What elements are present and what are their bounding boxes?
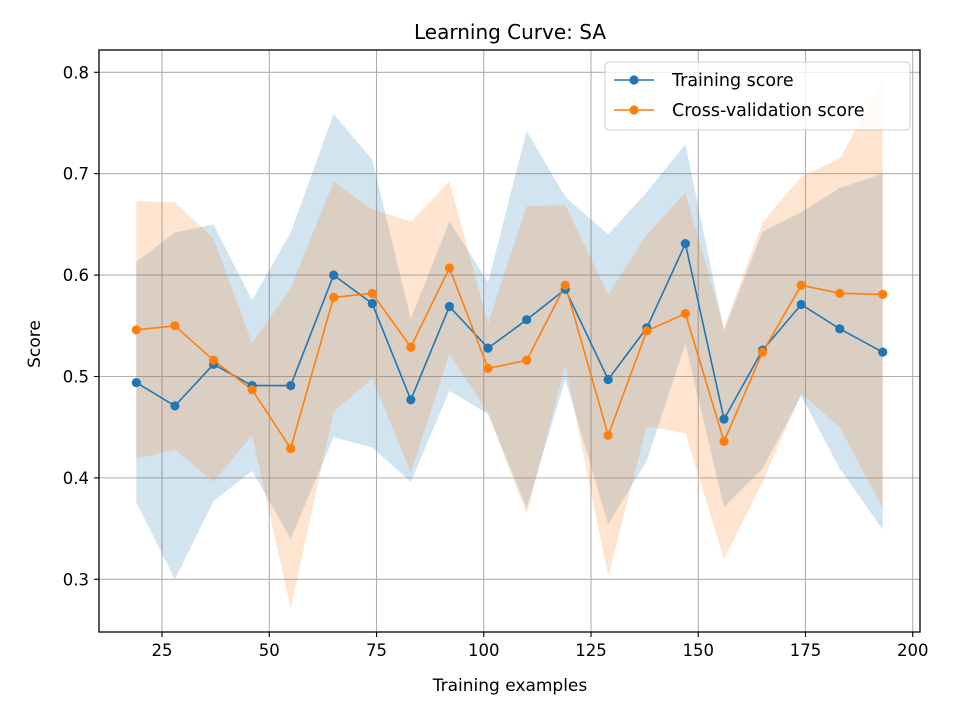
legend-cross-validation-label: Cross-validation score (672, 101, 865, 121)
legend-cross-validation-marker (629, 105, 639, 115)
x-tick-label: 175 (790, 641, 822, 660)
cross-validation-score-point (522, 355, 532, 365)
training-score-band (136, 113, 883, 580)
training-score-point (796, 299, 806, 310)
training-score-point (680, 239, 690, 249)
cross-validation-score-point (642, 326, 652, 336)
legend-training-marker (629, 75, 639, 85)
y-tick-label: 0.4 (63, 469, 89, 488)
x-tick-label: 75 (366, 641, 387, 660)
y-tick-label: 0.5 (63, 367, 89, 386)
series-markers (131, 239, 888, 454)
training-score-point (878, 347, 888, 357)
cross-validation-score-point (329, 292, 339, 303)
x-tick-label: 200 (897, 641, 929, 660)
legend-box (604, 61, 911, 131)
cross-validation-score-point (796, 280, 806, 290)
x-tick-label: 125 (575, 641, 607, 660)
cross-validation-score-point (444, 263, 455, 273)
cross-validation-score-point (719, 436, 729, 446)
cross-validation-score-point (680, 309, 690, 319)
y-axis-label: Score (25, 320, 45, 368)
cross-validation-score-point (603, 430, 613, 440)
cross-validation-score-point (247, 385, 257, 395)
x-tick-label: 150 (682, 641, 714, 660)
cross-validation-score-point (208, 355, 219, 365)
y-axis-ticks: 0.3 0.4 0.5 0.6 0.7 0.8 (63, 63, 99, 589)
training-score-point (329, 270, 339, 280)
cross-validation-score-point (560, 280, 570, 290)
cross-validation-score-point (483, 363, 493, 373)
chart-title: Learning Curve: SA (414, 20, 606, 44)
x-axis-label: Training examples (432, 676, 588, 696)
x-tick-label: 100 (468, 641, 500, 660)
cross-validation-score-line (136, 265, 883, 451)
y-tick-label: 0.3 (63, 570, 89, 589)
training-score-point (835, 324, 845, 334)
cross-validation-score-point (406, 342, 416, 352)
series-lines (135, 241, 884, 451)
x-tick-label: 50 (259, 641, 280, 660)
confidence-bands (136, 80, 883, 609)
training-score-point (522, 315, 532, 325)
legend: Training score Cross-validation score (604, 61, 911, 131)
grid (99, 50, 920, 632)
cross-validation-score-point (835, 288, 845, 298)
training-score-point (170, 401, 180, 411)
y-tick-label: 0.8 (63, 63, 89, 82)
cross-validation-score-point (131, 325, 141, 335)
legend-training-label: Training score (671, 71, 794, 91)
training-score-point (719, 414, 729, 424)
y-tick-label: 0.7 (63, 165, 89, 184)
cross-validation-score-point (170, 321, 180, 331)
training-score-point (483, 343, 493, 353)
x-tick-label: 25 (152, 641, 173, 660)
cross-validation-score-point (757, 347, 768, 357)
training-score-line (135, 241, 884, 422)
training-score-point (406, 395, 416, 405)
y-tick-label: 0.6 (63, 266, 89, 285)
training-score-point (603, 374, 613, 385)
x-axis-ticks: 25 50 75 100 125 150 175 200 (152, 632, 929, 660)
training-score-point (286, 381, 296, 391)
cross-validation-score-band (136, 80, 883, 609)
training-score-point (367, 298, 377, 309)
training-score-point (131, 377, 141, 388)
cross-validation-score-point (878, 289, 888, 299)
cross-validation-score-point (286, 443, 296, 454)
training-score-point (444, 301, 455, 312)
plot-area-frame (98, 49, 921, 633)
cross-validation-score-point (367, 288, 377, 298)
